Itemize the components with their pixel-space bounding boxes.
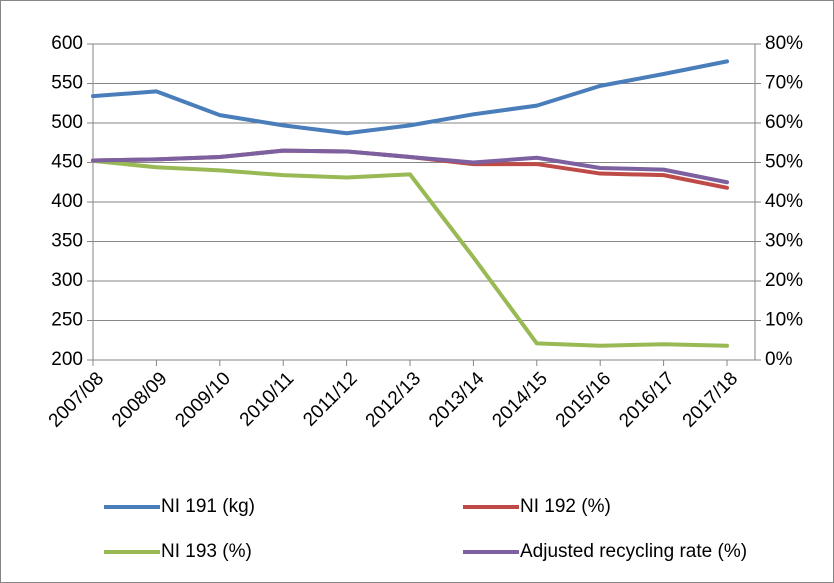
y2-tick-label: 40% [765,191,803,212]
legend-label: NI 192 (%) [520,496,611,517]
series-line [91,158,729,348]
legend-label: Adjusted recycling rate (%) [520,541,747,562]
y-tick-label: 500 [51,112,83,133]
y-tick-label: 300 [51,270,83,291]
y2-tick-label: 60% [765,112,803,133]
y-tick-label: 350 [51,231,83,252]
y2-tick-label: 10% [765,310,803,331]
legend-label: NI 193 (%) [161,541,252,562]
y-tick-label: 250 [51,310,83,331]
y-tick-label: 200 [51,349,83,370]
legend-label: NI 191 (kg) [161,496,255,517]
series-line [91,148,729,185]
y2-tick-label: 0% [765,349,793,370]
y-tick-label: 550 [51,73,83,94]
y2-tick-label: 30% [765,231,803,252]
y2-tick-label: 80% [765,33,803,54]
y-tick-label: 450 [51,152,83,173]
y2-tick-label: 20% [765,270,803,291]
y2-tick-label: 70% [765,73,803,94]
series-line [91,59,729,136]
y2-tick-label: 50% [765,152,803,173]
y-tick-label: 600 [51,33,83,54]
y-tick-label: 400 [51,191,83,212]
